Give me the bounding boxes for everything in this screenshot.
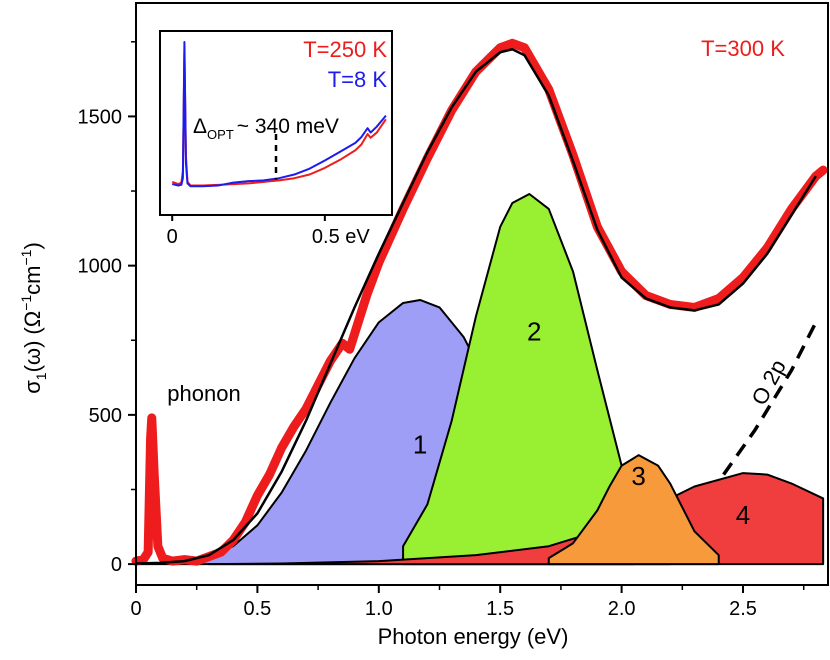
y-label-unit-open: (Ω [20,311,45,335]
gap-label: ΔOPT ~ 340 meV [193,115,339,142]
inset-series-t8k [171,41,387,188]
x-axis-label: Photon energy (eV) [378,624,569,649]
y-label-sigma: σ [20,380,45,394]
inset-x-tick-label: 0 [167,226,178,248]
x-tick-label: 2.0 [608,598,636,620]
y-axis-label: σ1(ω)(Ω−1cm−1) [18,242,49,394]
y-label-exp1: −1 [18,295,34,311]
measured-300k-line [131,38,828,566]
plot-area: 1 2 3 4 O 2p [131,38,828,566]
y-tick-label: 0 [111,554,122,576]
component-1-label: 1 [413,430,427,460]
phonon-label: phonon [167,381,240,406]
component-4-label: 4 [736,500,750,530]
o2p-dashed-line [722,321,818,476]
y-label-cm: cm [20,266,45,295]
axes-frame [135,2,829,586]
y-tick-label: 1000 [78,256,123,278]
y-label-omega: (ω) [20,341,45,373]
inset-plot: 0 0.5 eV T=250 K T=8 K ΔOPT ~ 340 meV [159,30,393,248]
gap-label-sub: OPT [207,127,234,142]
y-label-exp2: −1 [18,249,34,265]
main-axes: 0 0.5 1.0 1.5 2.0 2.5 0 500 1000 1500 [78,2,829,620]
x-tick-label: 0 [130,598,141,620]
gap-label-value: ~ 340 meV [237,115,339,138]
temperature-label: T=300 K [701,36,785,61]
component-3-area [547,454,720,566]
y-label-unit-close: ) [20,242,45,249]
x-tick-label: 1.0 [365,598,393,620]
component-2-label: 2 [527,316,541,346]
inset-legend-t8k: T=8 K [328,67,388,92]
inset-frame [159,30,393,216]
x-tick-label: 2.5 [729,598,757,620]
y-label-sub: 1 [33,372,49,380]
fit-line [135,48,817,565]
x-tick-label: 1.5 [486,598,514,620]
x-tick-label: 0.5 [243,598,271,620]
y-tick-label: 500 [89,405,122,427]
inset-x-tick-label: 0.5 eV [312,226,370,248]
inset-legend-t250k: T=250 K [303,37,387,62]
o2p-label: O 2p [746,355,790,409]
y-tick-label: 1500 [78,106,123,128]
gap-label-delta: Δ [193,115,207,138]
component-3-label: 3 [631,461,645,491]
